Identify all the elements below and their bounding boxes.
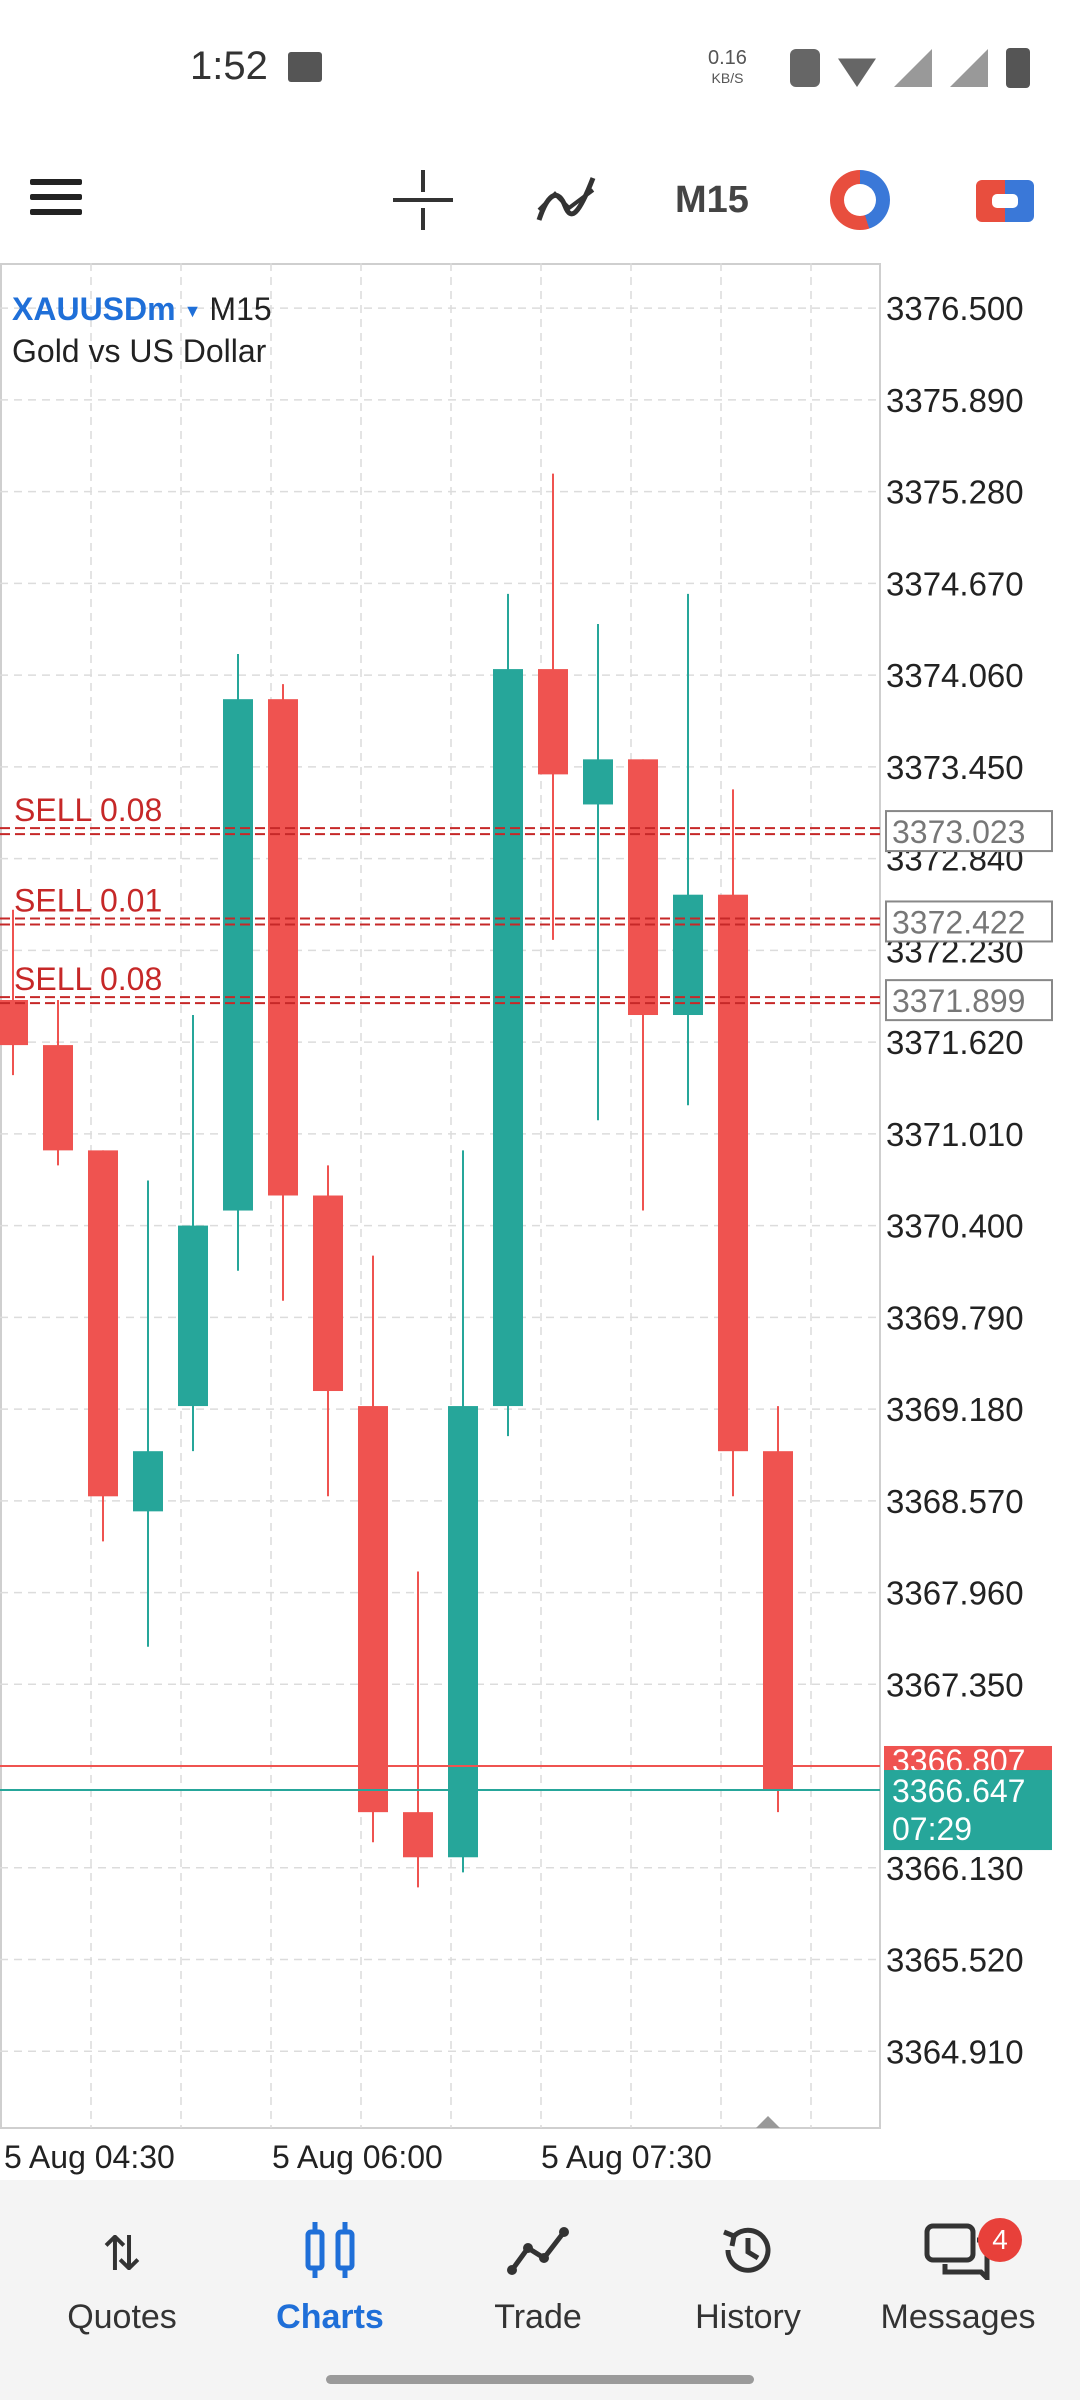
network-speed: 0.16 KB/S: [708, 48, 747, 88]
status-time: 1:52: [190, 44, 268, 88]
wifi-icon: [838, 58, 876, 87]
chart-toolbar: M15: [0, 140, 1080, 265]
nav-charts[interactable]: Charts: [230, 2220, 430, 2337]
battery-icon: [1006, 48, 1030, 88]
candle-body: [133, 1451, 163, 1512]
network-speed-unit: KB/S: [711, 70, 744, 86]
candle-body: [763, 1451, 793, 1791]
menu-icon[interactable]: [30, 170, 82, 230]
history-icon: [648, 2220, 848, 2290]
price-axis-label: 3367.960: [886, 1575, 1024, 1612]
order-price-box: [885, 810, 1053, 853]
price-axis-label: 3371.010: [886, 1116, 1024, 1153]
order-label: SELL 0.08: [14, 792, 162, 828]
nav-history-label: History: [695, 2298, 801, 2336]
messages-icon: [858, 2220, 1058, 2290]
bar-countdown-label: 07:29: [892, 1811, 972, 1847]
symbol-description: Gold vs US Dollar: [12, 333, 267, 369]
candle-body: [718, 894, 748, 1452]
time-axis-label: 5 Aug 04:30: [4, 2139, 175, 2175]
signal-off-icon: [950, 49, 988, 87]
nav-trade-label: Trade: [494, 2298, 582, 2336]
chart-canvas[interactable]: 3376.500 3375.890 3375.280 3374.670 3374.060…: [0, 263, 1080, 2183]
candle-body: [178, 1225, 208, 1407]
candle-body: [43, 1045, 73, 1151]
image-icon: [288, 52, 322, 82]
price-axis-label: 3364.910: [886, 2033, 1024, 2070]
price-axis-label: 3375.890: [886, 382, 1024, 419]
candle-body: [403, 1812, 433, 1858]
nav-quotes-label: Quotes: [67, 2298, 177, 2336]
time-axis-label: 5 Aug 07:30: [541, 2139, 712, 2175]
new-order-icon[interactable]: [976, 180, 1034, 222]
timeframe-button[interactable]: M15: [675, 179, 749, 221]
time-axis-label: 5 Aug 06:00: [272, 2139, 443, 2175]
price-axis-label: 3370.400: [886, 1208, 1024, 1245]
nav-charts-label: Charts: [276, 2298, 384, 2336]
nav-messages[interactable]: 4 Messages: [858, 2218, 1058, 2337]
indicators-icon[interactable]: [535, 170, 599, 230]
candle-body: [673, 894, 703, 1016]
order-price-label: 3371.899: [892, 983, 1025, 1019]
price-chart[interactable]: 3376.500 3375.890 3375.280 3374.670 3374.060…: [0, 263, 1080, 2183]
symbol-name[interactable]: XAUUSDm: [12, 291, 176, 327]
price-axis-label: 3376.500: [886, 290, 1024, 327]
price-axis-label: 3374.670: [886, 565, 1024, 602]
plot-frame: [0, 263, 881, 2129]
candle-body: [493, 669, 523, 1407]
candle-body: [88, 1150, 118, 1497]
status-icons: [790, 48, 1030, 88]
candle-body: [0, 999, 28, 1046]
price-axis-label: 3371.620: [886, 1024, 1024, 1061]
nav-trade[interactable]: Trade: [438, 2220, 638, 2337]
price-axis-label: 3369.790: [886, 1299, 1024, 1336]
price-axis-label: 3375.280: [886, 474, 1024, 511]
order-price-box: [885, 900, 1053, 943]
order-price-box: [885, 979, 1053, 1022]
price-axis-label: 3366.130: [886, 1850, 1024, 1887]
order-price-label: 3372.422: [892, 904, 1025, 940]
scroll-to-end-marker[interactable]: [756, 2116, 780, 2128]
nav-history[interactable]: History: [648, 2220, 848, 2337]
quotes-icon: ⇅: [101, 2228, 143, 2281]
nav-quotes[interactable]: ⇅ Quotes: [22, 2220, 222, 2337]
price-axis-label: 3368.570: [886, 1483, 1024, 1520]
trade-icon: [438, 2220, 638, 2290]
one-click-trading-icon[interactable]: [830, 170, 890, 230]
price-axis-label: 3369.180: [886, 1391, 1024, 1428]
symbol-dropdown-icon[interactable]: ▼: [183, 301, 202, 322]
home-indicator[interactable]: [326, 2375, 754, 2384]
candle-body: [268, 699, 298, 1196]
candle-body: [223, 699, 253, 1211]
order-label: SELL 0.08: [14, 961, 162, 997]
status-bar: 1:52 0.16 KB/S: [0, 0, 1080, 140]
network-speed-value: 0.16: [708, 47, 747, 69]
bid-price-box: [884, 1770, 1052, 1851]
price-axis-label: 3367.350: [886, 1666, 1024, 1703]
candle-body: [583, 759, 613, 805]
bid-price-label: 3366.647: [892, 1773, 1025, 1809]
nav-messages-label: Messages: [880, 2298, 1036, 2336]
candle-body: [448, 1406, 478, 1858]
price-axis-label: 3374.060: [886, 657, 1024, 694]
messages-badge: 4: [978, 2218, 1022, 2262]
crosshair-icon[interactable]: [393, 170, 453, 230]
vibrate-icon: [790, 49, 820, 87]
candle-body: [313, 1195, 343, 1392]
symbol-timeframe: M15: [209, 291, 272, 327]
price-axis-label: 3365.520: [886, 1942, 1024, 1979]
signal-off-icon: [894, 49, 932, 87]
candle-body: [628, 759, 658, 1016]
charts-icon: [230, 2220, 430, 2290]
order-price-label: 3373.023: [892, 814, 1025, 850]
bottom-navigation: ⇅ Quotes Charts Trade History 4 Messages: [0, 2180, 1080, 2400]
candle-body: [538, 669, 568, 775]
symbol-header[interactable]: XAUUSDm ▼ M15: [12, 291, 272, 328]
ask-price-box: [884, 1745, 1052, 1774]
price-axis-label: 3373.450: [886, 749, 1024, 786]
order-label: SELL 0.01: [14, 882, 162, 918]
candle-body: [358, 1406, 388, 1813]
